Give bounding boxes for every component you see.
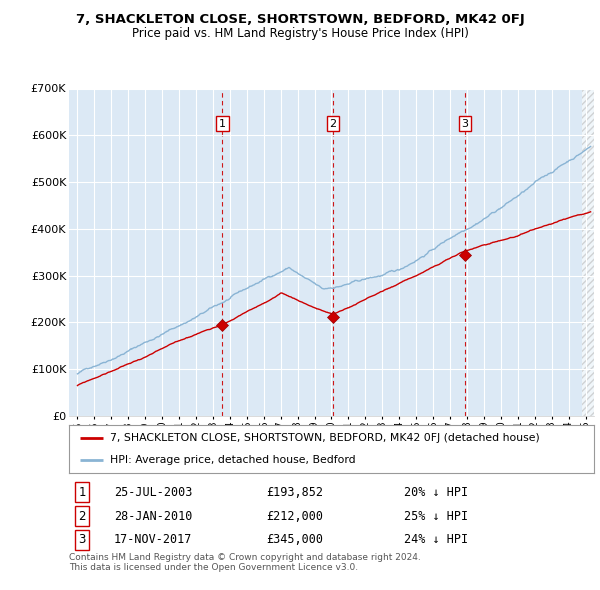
Text: 2: 2	[329, 119, 337, 129]
Text: Price paid vs. HM Land Registry's House Price Index (HPI): Price paid vs. HM Land Registry's House …	[131, 27, 469, 40]
Text: 2: 2	[79, 510, 86, 523]
Text: 25-JUL-2003: 25-JUL-2003	[114, 486, 192, 499]
Text: 3: 3	[461, 119, 469, 129]
Text: £345,000: £345,000	[266, 533, 323, 546]
Text: £193,852: £193,852	[266, 486, 323, 499]
Text: 3: 3	[79, 533, 86, 546]
Text: 17-NOV-2017: 17-NOV-2017	[114, 533, 192, 546]
Text: 7, SHACKLETON CLOSE, SHORTSTOWN, BEDFORD, MK42 0FJ: 7, SHACKLETON CLOSE, SHORTSTOWN, BEDFORD…	[76, 13, 524, 26]
Text: 1: 1	[219, 119, 226, 129]
Text: 1: 1	[79, 486, 86, 499]
Text: 20% ↓ HPI: 20% ↓ HPI	[404, 486, 469, 499]
Text: Contains HM Land Registry data © Crown copyright and database right 2024.
This d: Contains HM Land Registry data © Crown c…	[69, 553, 421, 572]
Text: 25% ↓ HPI: 25% ↓ HPI	[404, 510, 469, 523]
Text: 28-JAN-2010: 28-JAN-2010	[114, 510, 192, 523]
Text: £212,000: £212,000	[266, 510, 323, 523]
Text: 7, SHACKLETON CLOSE, SHORTSTOWN, BEDFORD, MK42 0FJ (detached house): 7, SHACKLETON CLOSE, SHORTSTOWN, BEDFORD…	[110, 433, 540, 443]
Text: HPI: Average price, detached house, Bedford: HPI: Average price, detached house, Bedf…	[110, 455, 356, 465]
Text: 24% ↓ HPI: 24% ↓ HPI	[404, 533, 469, 546]
